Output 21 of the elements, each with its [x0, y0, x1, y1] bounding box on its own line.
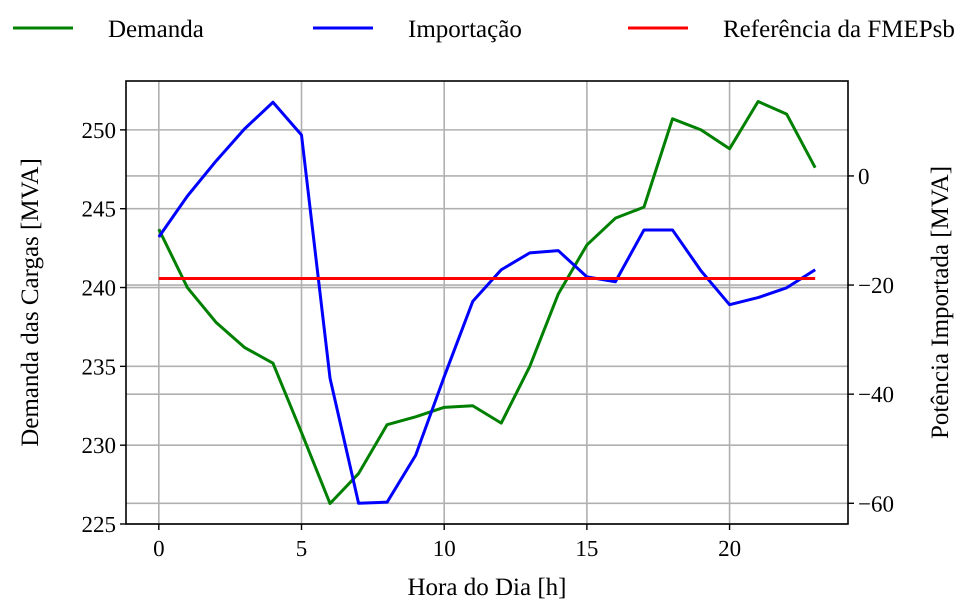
y-axis-title: Demanda das Cargas [MVA]	[17, 158, 44, 447]
y2-tick-label: −60	[858, 491, 894, 516]
y-tick-label: 230	[82, 433, 116, 458]
x-tick-label: 0	[153, 536, 165, 561]
y-tick-label: 250	[82, 118, 116, 143]
legend-label: Referência da FMEPsb	[723, 16, 955, 43]
x-tick-label: 5	[296, 536, 308, 561]
y-tick-label: 245	[82, 196, 116, 222]
y2-tick-label: −20	[858, 273, 894, 298]
y2-tick-label: −40	[858, 382, 894, 408]
y2-tick-label: 0	[858, 164, 870, 189]
y-tick-label: 240	[82, 276, 116, 301]
x-tick-label: 10	[432, 536, 456, 561]
y-tick-label: 235	[82, 354, 116, 380]
legend-label: Demanda	[108, 16, 204, 43]
y2-axis-title: Potência Importada [MVA]	[927, 166, 954, 440]
x-axis-title: Hora do Dia [h]	[408, 574, 566, 601]
y-tick-label: 225	[82, 512, 116, 537]
x-tick-label: 15	[575, 536, 598, 561]
legend-label: Importação	[408, 16, 522, 43]
x-tick-label: 20	[718, 536, 742, 561]
